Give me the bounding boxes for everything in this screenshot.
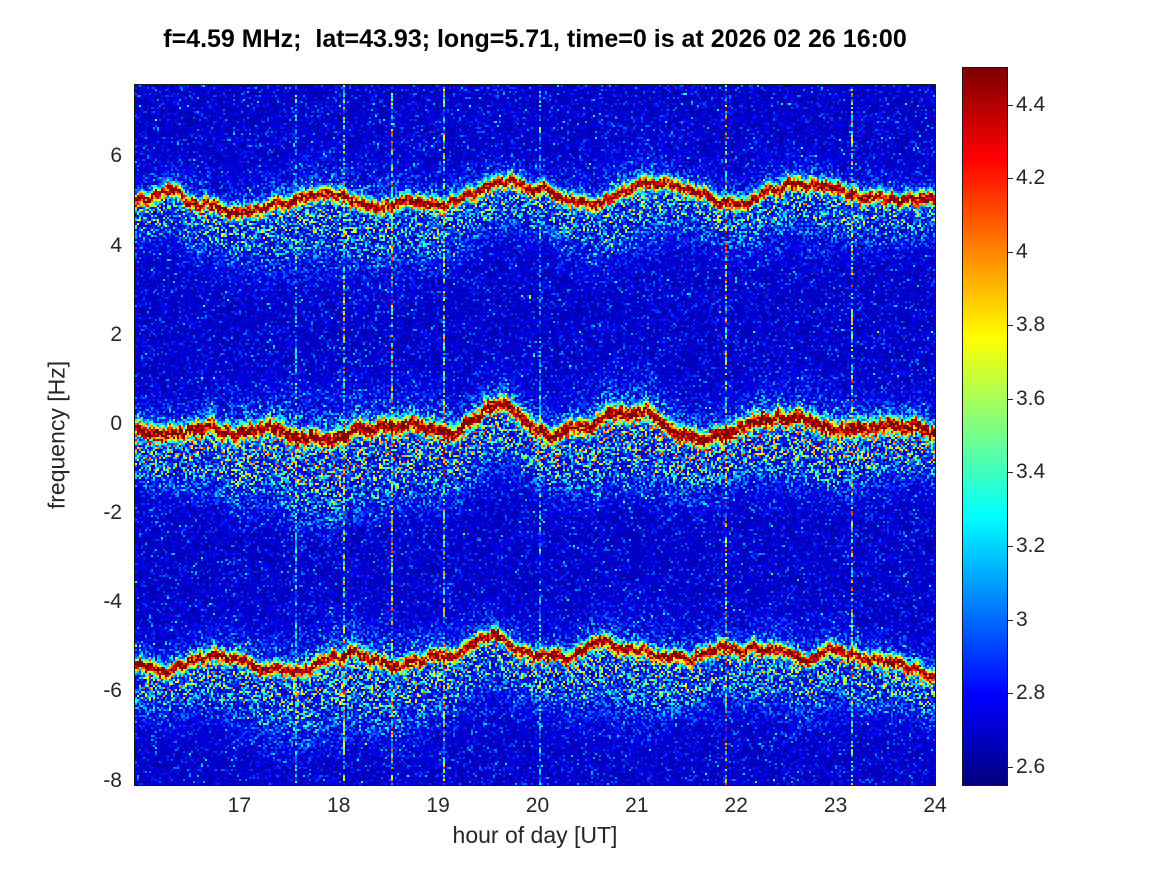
colorbar-tick-mark [1008,178,1013,180]
colorbar-tick-mark [1008,619,1013,621]
x-tick-label: 24 [923,794,947,817]
colorbar-tick-mark [1008,546,1013,547]
colorbar-tick-label: 3.6 [1016,386,1046,410]
y-tick-label: 0 [110,411,122,435]
x-tick-label: 21 [625,794,649,817]
x-tick-label: 18 [327,794,351,817]
x-tick-label: 23 [823,794,848,817]
y-tick-label: -6 [103,679,122,703]
y-tick-label: -2 [103,501,122,525]
colorbar-tick-label: 3.8 [1016,313,1046,337]
colorbar-tick-mark [1008,693,1013,695]
colorbar-tick-mark [1008,398,1013,400]
colorbar-tick-label: 2.8 [1016,681,1046,705]
colorbar-tick-label: 4.4 [1016,92,1046,116]
colorbar-tick-label: 4 [1016,239,1028,263]
colorbar-tick-mark [1008,766,1013,768]
y-tick-label: -8 [103,768,122,792]
y-tick-label: 6 [110,144,122,168]
y-tick-label: 2 [110,322,122,346]
colorbar-tick-mark [1008,472,1013,474]
x-tick-label: 22 [724,794,748,817]
colorbar-tick-label: 2.6 [1016,754,1046,778]
colorbar-tick-label: 3.2 [1016,534,1046,557]
spectrogram-heatmap [134,84,936,786]
x-tick-label: 20 [525,794,550,817]
y-tick-label: 4 [110,233,122,257]
x-tick-label: 17 [227,794,252,817]
colorbar-gradient [962,67,1008,786]
colorbar-tick-mark [1008,104,1013,106]
colorbar-tick-label: 3.4 [1016,460,1046,484]
colorbar-tick-mark [1008,325,1013,327]
colorbar-tick-label: 4.2 [1016,166,1046,190]
colorbar-tick-label: 3 [1016,607,1028,631]
x-tick-label: 19 [426,794,450,817]
x-axis-label: hour of day [UT] [452,822,618,848]
y-tick-label: -4 [103,590,122,614]
colorbar-tick-mark [1008,251,1013,253]
chart-title: f=4.59 MHz; lat=43.93; long=5.71, time=0… [163,25,907,53]
